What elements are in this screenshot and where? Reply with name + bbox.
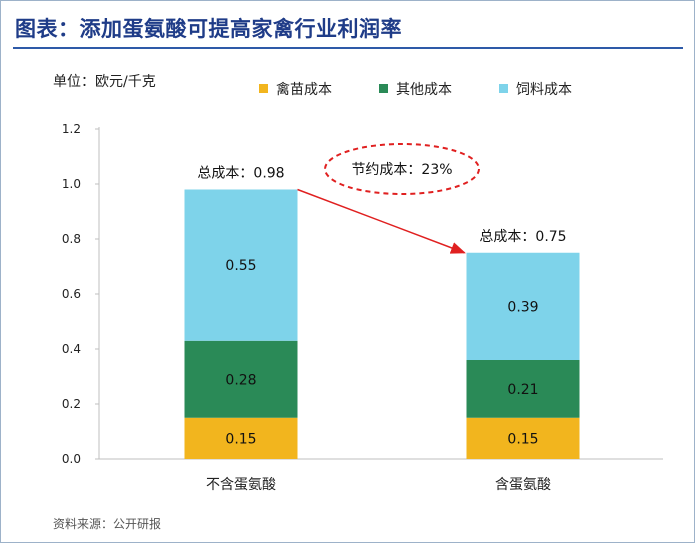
total-cost-label: 总成本：0.75	[479, 229, 566, 245]
unit-label: 单位：欧元/千克	[53, 74, 156, 90]
bar-segment	[466, 360, 580, 418]
legend-label: 其他成本	[396, 82, 452, 98]
bar-segment	[184, 189, 298, 341]
savings-annotation: 节约成本：23%	[351, 162, 452, 178]
annotations: 节约成本：23%	[297, 143, 480, 254]
bar-value-label: 0.39	[507, 299, 538, 315]
bar-value-label: 0.15	[507, 431, 538, 447]
legend-label: 禽苗成本	[276, 81, 332, 98]
bar-value-label: 0.55	[225, 258, 256, 274]
savings-ellipse	[324, 143, 480, 195]
y-tick-label: 0.4	[62, 342, 81, 356]
y-tick-label: 0.2	[62, 397, 81, 411]
bar-value-label: 0.28	[225, 372, 256, 388]
category-label: 含蛋氨酸	[495, 477, 551, 493]
bars: 0.15 0.28 0.55 总成本：0.98 不含蛋氨酸 0.15 0.21 0.39 总成本…	[184, 166, 580, 493]
savings-arrow	[297, 188, 466, 254]
y-tick-label: 0.6	[62, 287, 81, 301]
legend: 禽苗成本 其他成本 饲料成本	[259, 81, 572, 98]
title-underline	[13, 47, 683, 49]
bar-value-label: 0.15	[225, 431, 256, 447]
y-tick-label: 1.0	[62, 177, 81, 191]
bar-segment	[466, 417, 580, 459]
legend-swatch	[499, 84, 508, 93]
bar-value-label: 0.21	[507, 382, 538, 398]
legend-swatch	[379, 84, 388, 93]
legend-swatch	[259, 84, 268, 93]
chart-title: 图表：添加蛋氨酸可提高家禽行业利润率	[15, 17, 402, 41]
y-tick-label: 0.8	[62, 232, 81, 246]
category-label: 不含蛋氨酸	[206, 477, 276, 493]
y-tick-label: 0.0	[62, 452, 81, 466]
bar-segment	[184, 417, 298, 459]
source-note: 资料来源：公开研报	[53, 517, 162, 531]
bar-segment	[466, 252, 580, 360]
y-tick-label: 1.2	[62, 122, 81, 136]
bar-segment	[184, 340, 298, 418]
legend-label: 饲料成本	[516, 82, 572, 98]
total-cost-label: 总成本：0.98	[197, 166, 284, 182]
